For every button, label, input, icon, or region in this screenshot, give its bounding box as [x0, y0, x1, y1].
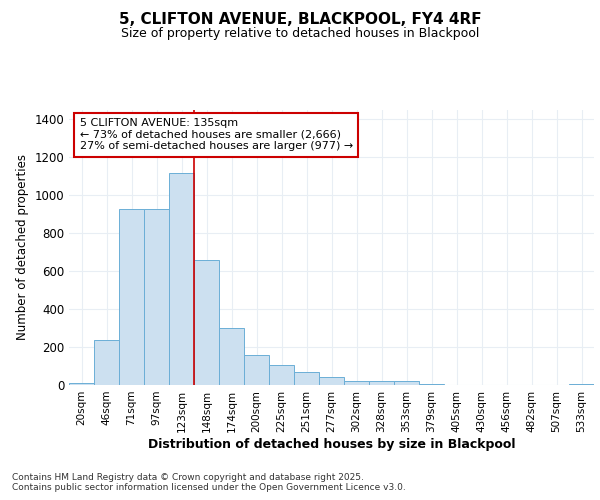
Bar: [169, 172, 194, 385]
Bar: [394, 381, 419, 385]
Text: 5, CLIFTON AVENUE, BLACKPOOL, FY4 4RF: 5, CLIFTON AVENUE, BLACKPOOL, FY4 4RF: [119, 12, 481, 28]
Bar: [569, 384, 594, 385]
Bar: [219, 328, 244, 385]
Bar: [94, 340, 119, 385]
Bar: [144, 208, 169, 385]
Bar: [294, 372, 319, 385]
Y-axis label: Number of detached properties: Number of detached properties: [16, 154, 29, 340]
Bar: [244, 354, 269, 385]
X-axis label: Distribution of detached houses by size in Blackpool: Distribution of detached houses by size …: [148, 438, 515, 450]
Bar: [69, 383, 94, 385]
Bar: [194, 260, 219, 385]
Text: Size of property relative to detached houses in Blackpool: Size of property relative to detached ho…: [121, 28, 479, 40]
Bar: [119, 208, 144, 385]
Text: Contains HM Land Registry data © Crown copyright and database right 2025.
Contai: Contains HM Land Registry data © Crown c…: [12, 473, 406, 492]
Bar: [369, 381, 394, 385]
Text: 5 CLIFTON AVENUE: 135sqm
← 73% of detached houses are smaller (2,666)
27% of sem: 5 CLIFTON AVENUE: 135sqm ← 73% of detach…: [79, 118, 353, 152]
Bar: [419, 384, 444, 385]
Bar: [344, 381, 369, 385]
Bar: [269, 365, 294, 385]
Bar: [319, 378, 344, 385]
